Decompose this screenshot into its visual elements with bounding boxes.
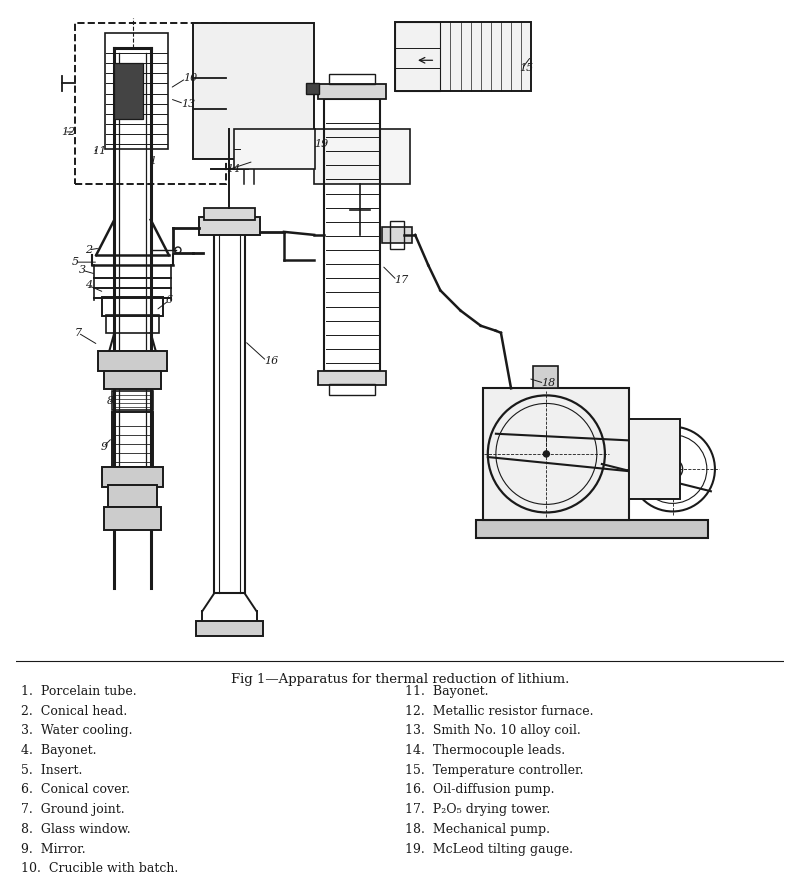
- Text: 19.  McLeod tilting gauge.: 19. McLeod tilting gauge.: [405, 843, 573, 856]
- Text: 6: 6: [166, 296, 173, 306]
- Bar: [106, 315, 158, 333]
- Text: 13: 13: [181, 98, 195, 109]
- Circle shape: [670, 466, 675, 472]
- Text: 8: 8: [107, 396, 114, 407]
- Bar: [330, 74, 374, 85]
- Text: 16: 16: [264, 356, 278, 366]
- Text: 14: 14: [226, 164, 241, 174]
- Text: 17.  P₂O₅ drying tower.: 17. P₂O₅ drying tower.: [405, 803, 550, 816]
- Bar: [106, 33, 168, 149]
- Text: 18: 18: [542, 378, 555, 388]
- Bar: [102, 467, 163, 487]
- Bar: [199, 216, 260, 235]
- Text: 15: 15: [519, 63, 534, 73]
- Text: 9: 9: [100, 442, 107, 451]
- Text: 5.  Insert.: 5. Insert.: [21, 763, 82, 777]
- Bar: [112, 411, 153, 467]
- Text: 7.  Ground joint.: 7. Ground joint.: [21, 803, 125, 816]
- Bar: [476, 519, 708, 537]
- Circle shape: [543, 451, 550, 457]
- Bar: [114, 63, 142, 119]
- Bar: [306, 83, 319, 94]
- Bar: [234, 129, 315, 169]
- Text: 19: 19: [314, 139, 329, 149]
- Text: 1.  Porcelain tube.: 1. Porcelain tube.: [21, 685, 137, 698]
- Bar: [104, 508, 161, 529]
- Text: 11: 11: [92, 146, 106, 156]
- Bar: [318, 85, 386, 98]
- Text: 12: 12: [61, 127, 75, 137]
- Text: 11.  Bayonet.: 11. Bayonet.: [405, 685, 489, 698]
- Bar: [382, 227, 412, 243]
- Text: 1: 1: [150, 156, 157, 166]
- Bar: [196, 621, 262, 636]
- Bar: [214, 220, 245, 594]
- Bar: [324, 98, 380, 371]
- Bar: [314, 129, 410, 184]
- Text: 12.  Metallic resistor furnace.: 12. Metallic resistor furnace.: [405, 704, 594, 718]
- Bar: [102, 298, 163, 316]
- Bar: [482, 388, 629, 519]
- Bar: [75, 23, 226, 184]
- Bar: [330, 384, 374, 395]
- Bar: [395, 22, 440, 90]
- Text: 7: 7: [75, 328, 82, 338]
- Bar: [112, 392, 153, 409]
- Text: 9.  Mirror.: 9. Mirror.: [21, 843, 86, 856]
- Text: 16.  Oil-diffusion pump.: 16. Oil-diffusion pump.: [405, 783, 554, 797]
- Bar: [204, 207, 254, 220]
- Text: 6.  Conical cover.: 6. Conical cover.: [21, 783, 130, 797]
- Text: 3: 3: [79, 266, 86, 275]
- Text: 15.  Temperature controller.: 15. Temperature controller.: [405, 763, 583, 777]
- Text: 4: 4: [85, 281, 92, 291]
- Text: 2: 2: [85, 245, 92, 255]
- Text: 3.  Water cooling.: 3. Water cooling.: [21, 724, 133, 738]
- Text: 13.  Smith No. 10 alloy coil.: 13. Smith No. 10 alloy coil.: [405, 724, 581, 738]
- Text: 10.  Crucible with batch.: 10. Crucible with batch.: [21, 863, 178, 875]
- Text: 2.  Conical head.: 2. Conical head.: [21, 704, 127, 718]
- Text: 17: 17: [394, 275, 408, 285]
- Bar: [104, 371, 161, 389]
- Text: 5: 5: [72, 257, 79, 267]
- Text: 14.  Thermocouple leads.: 14. Thermocouple leads.: [405, 744, 565, 757]
- Text: 4.  Bayonet.: 4. Bayonet.: [21, 744, 97, 757]
- Bar: [193, 23, 314, 159]
- Bar: [534, 367, 558, 388]
- Bar: [395, 22, 531, 90]
- Bar: [108, 485, 157, 508]
- Bar: [629, 418, 679, 500]
- Text: 8.  Glass window.: 8. Glass window.: [21, 822, 130, 836]
- Text: Fig 1—Apparatus for thermal reduction of lithium.: Fig 1—Apparatus for thermal reduction of…: [231, 673, 569, 686]
- Bar: [318, 371, 386, 385]
- Bar: [98, 351, 167, 371]
- Text: 10: 10: [183, 73, 198, 83]
- Bar: [390, 221, 404, 249]
- Text: 18.  Mechanical pump.: 18. Mechanical pump.: [405, 822, 550, 836]
